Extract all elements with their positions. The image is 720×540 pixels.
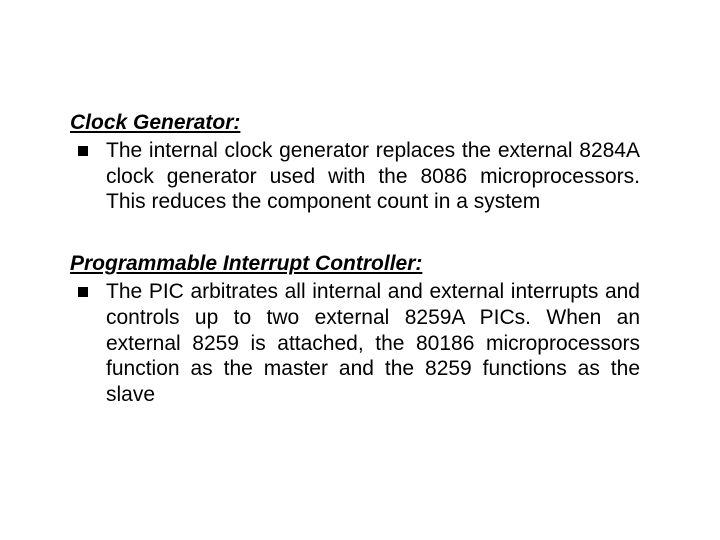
section-pic: Programmable Interrupt Controller: The P… <box>70 251 640 407</box>
slide-container: Clock Generator: The internal clock gene… <box>0 0 720 540</box>
section-clock-generator: Clock Generator: The internal clock gene… <box>70 110 640 215</box>
bullet-item: The PIC arbitrates all internal and exte… <box>70 279 640 407</box>
square-bullet-icon <box>78 287 88 297</box>
heading-clock-generator: Clock Generator: <box>70 110 640 136</box>
heading-pic: Programmable Interrupt Controller: <box>70 251 640 277</box>
body-pic: The PIC arbitrates all internal and exte… <box>106 279 640 407</box>
bullet-item: The internal clock generator replaces th… <box>70 138 640 215</box>
square-bullet-icon <box>78 146 88 156</box>
body-clock-generator: The internal clock generator replaces th… <box>106 138 640 215</box>
